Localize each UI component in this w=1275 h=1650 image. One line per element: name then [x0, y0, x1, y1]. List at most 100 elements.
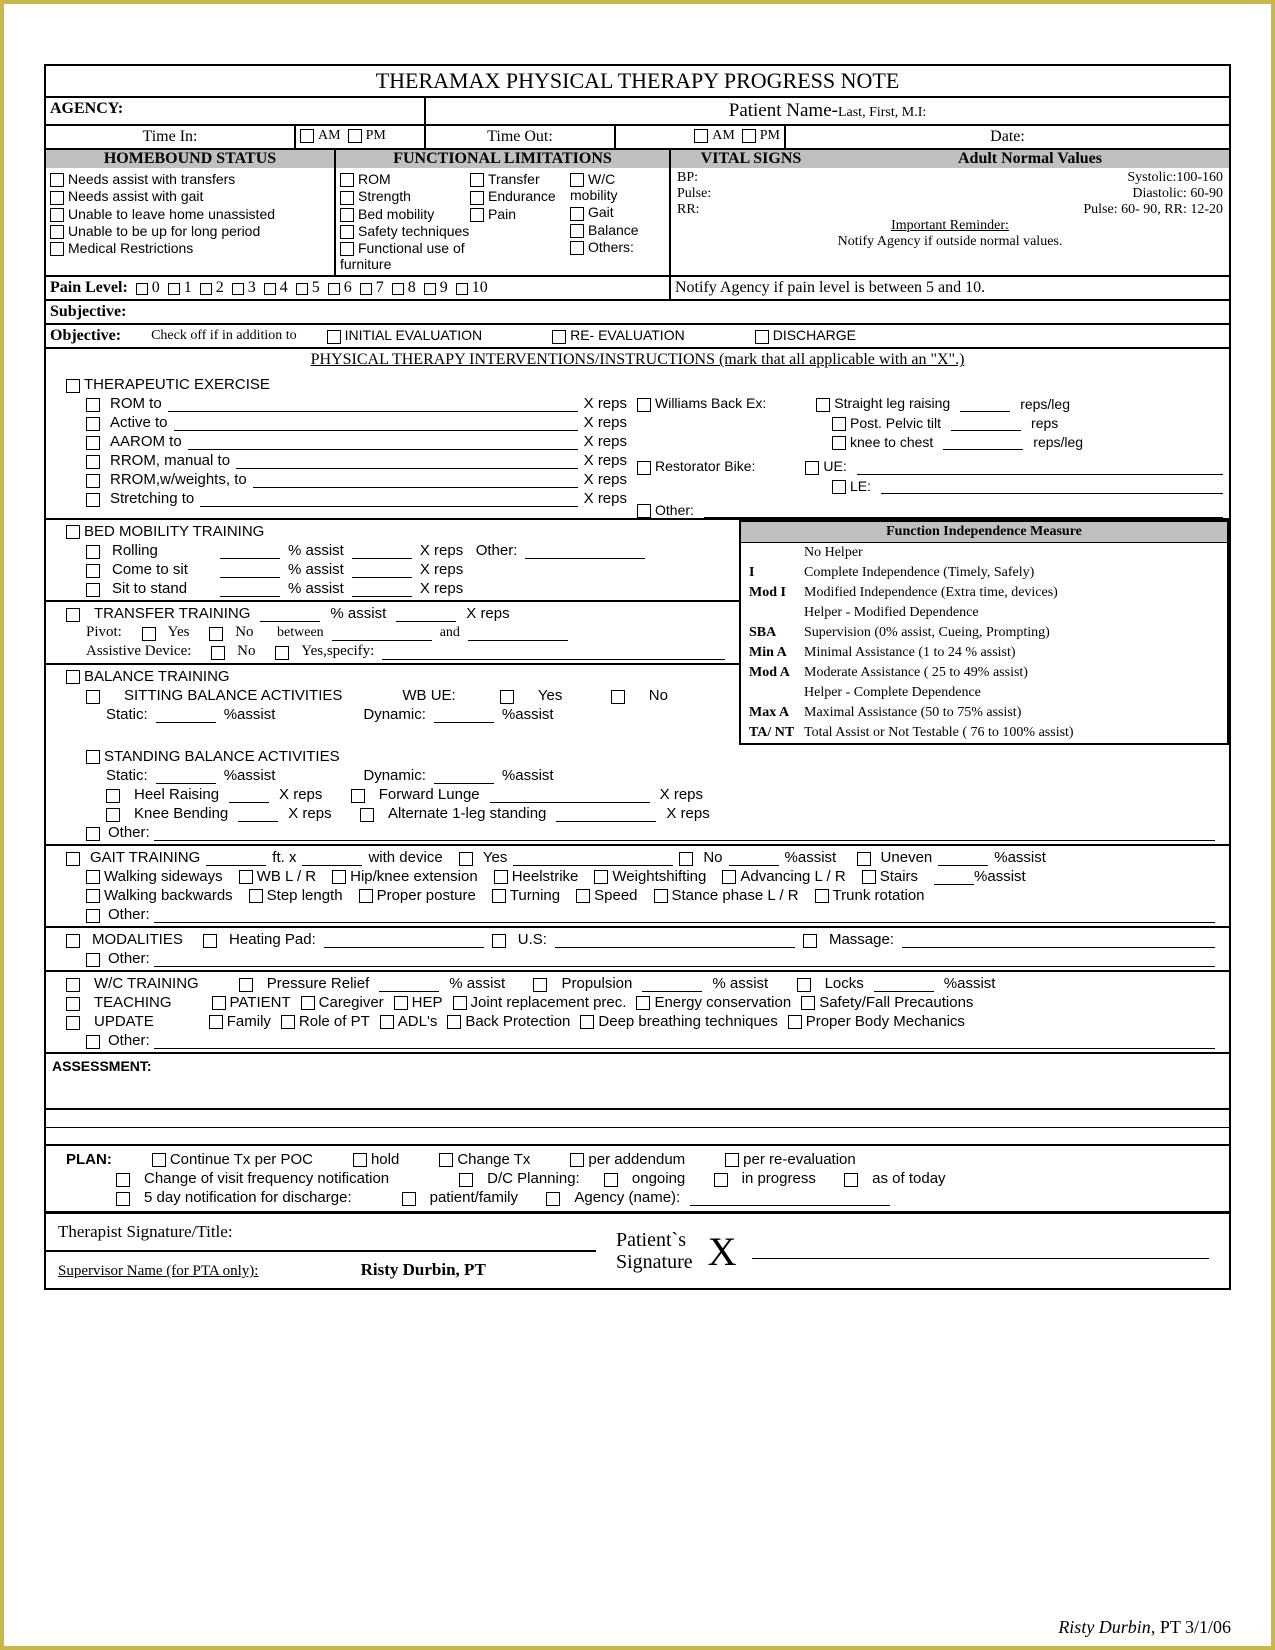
fim-row: SBASupervision (0% assist, Cueing, Promp…: [741, 623, 1227, 643]
gt-item[interactable]: Stairs: [862, 868, 918, 885]
pain-box[interactable]: 6: [328, 279, 360, 296]
pain-level[interactable]: Pain Level: 0 1 2 3 4 5 6 7 8 9 10: [46, 277, 671, 299]
gt-item[interactable]: Weightshifting: [594, 868, 706, 885]
te-item[interactable]: Active toX reps: [46, 413, 631, 432]
update-item[interactable]: Proper Body Mechanics: [788, 1013, 965, 1030]
fim-table: Function Independence Measure No HelperI…: [739, 520, 1229, 745]
time-in: Time In:: [46, 126, 296, 148]
update-item[interactable]: Deep breathing techniques: [580, 1013, 777, 1030]
te-item[interactable]: AAROM toX reps: [46, 432, 631, 451]
te-item[interactable]: Stretching toX reps: [46, 489, 631, 508]
pain-box[interactable]: 7: [360, 279, 392, 296]
gt-item[interactable]: Step length: [249, 887, 343, 904]
fim-row: Min AMinimal Assistance (1 to 24 % assis…: [741, 643, 1227, 663]
pain-box[interactable]: 2: [200, 279, 232, 296]
gt-item[interactable]: WB L / R: [239, 868, 316, 885]
pain-box[interactable]: 8: [392, 279, 424, 296]
teach-item[interactable]: PATIENT: [212, 994, 291, 1011]
update-item[interactable]: Back Protection: [447, 1013, 570, 1030]
fl-item[interactable]: Balance: [570, 222, 665, 238]
pain-box[interactable]: 0: [136, 279, 168, 296]
fim-row: TA/ NTTotal Assist or Not Testable ( 76 …: [741, 723, 1227, 743]
hb-item[interactable]: Needs assist with transfers: [50, 171, 330, 187]
fl-item[interactable]: ROM: [340, 171, 470, 187]
te-item[interactable]: RROM, manual toX reps: [46, 451, 631, 470]
gt-item[interactable]: Stance phase L / R: [654, 887, 799, 904]
fl-item[interactable]: Endurance: [470, 188, 570, 204]
bm-item[interactable]: Rolling% assistX reps Other:: [46, 541, 739, 560]
transfer-training[interactable]: TRANSFER TRAINING: [94, 605, 250, 622]
gt-item[interactable]: Hip/knee extension: [332, 868, 478, 885]
form-container: THERAMAX PHYSICAL THERAPY PROGRESS NOTE …: [44, 64, 1231, 1290]
hb-item[interactable]: Needs assist with gait: [50, 188, 330, 204]
plan-item[interactable]: per addendum: [570, 1151, 685, 1168]
pain-note: Notify Agency if pain level is between 5…: [671, 277, 1229, 299]
fl-item[interactable]: Others:: [570, 239, 665, 255]
gait-training[interactable]: GAIT TRAINING: [90, 849, 200, 866]
therapeutic-exercise[interactable]: THERAPEUTIC EXERCISE: [84, 376, 270, 393]
teaching[interactable]: TEACHING: [94, 994, 172, 1011]
modalities[interactable]: MODALITIES: [92, 931, 183, 948]
gt-item[interactable]: Walking backwards: [86, 887, 233, 904]
agency-label: AGENCY:: [46, 98, 426, 124]
fl-item[interactable]: W/C mobility: [570, 171, 665, 203]
pain-box[interactable]: 1: [168, 279, 200, 296]
pain-box[interactable]: 3: [232, 279, 264, 296]
plan-item[interactable]: Continue Tx per POC: [152, 1151, 313, 1168]
footer-credit: Risty Durbin, PT 3/1/06: [1058, 1617, 1231, 1638]
fim-row: IComplete Independence (Timely, Safely): [741, 563, 1227, 583]
update-item[interactable]: Role of PT: [281, 1013, 370, 1030]
teach-item[interactable]: Safety/Fall Precautions: [801, 994, 973, 1011]
fim-row: Mod AModerate Assistance ( 25 to 49% ass…: [741, 663, 1227, 683]
hb-item[interactable]: Unable to leave home unassisted: [50, 206, 330, 222]
gt-item[interactable]: Advancing L / R: [722, 868, 845, 885]
teach-item[interactable]: Energy conservation: [636, 994, 791, 1011]
hb-item[interactable]: Unable to be up for long period: [50, 223, 330, 239]
wc-training[interactable]: W/C TRAINING: [94, 975, 199, 992]
bm-item[interactable]: Come to sit% assistX reps: [46, 560, 739, 579]
gt-item[interactable]: Trunk rotation: [815, 887, 925, 904]
bed-mobility[interactable]: BED MOBILITY TRAINING: [84, 523, 264, 540]
update-item[interactable]: Family: [209, 1013, 271, 1030]
teach-item[interactable]: Caregiver: [301, 994, 384, 1011]
gt-item[interactable]: Proper posture: [359, 887, 476, 904]
fim-row: Mod IModified Independence (Extra time, …: [741, 583, 1227, 603]
plan-item[interactable]: hold: [353, 1151, 399, 1168]
plan-item[interactable]: Change Tx: [439, 1151, 530, 1168]
pain-box[interactable]: 5: [296, 279, 328, 296]
update[interactable]: UPDATE: [94, 1013, 154, 1030]
date-label: Date:: [786, 126, 1229, 148]
pain-box[interactable]: 4: [264, 279, 296, 296]
gt-item[interactable]: Turning: [492, 887, 560, 904]
pain-box[interactable]: 10: [456, 279, 496, 296]
teach-item[interactable]: Joint replacement prec.: [453, 994, 627, 1011]
fl-item[interactable]: Gait: [570, 204, 665, 220]
balance-training[interactable]: BALANCE TRAINING: [84, 668, 230, 685]
therapist-sig: Therapist Signature/Title:: [46, 1214, 596, 1252]
supervisor-row: Supervisor Name (for PTA only):Risty Dur…: [46, 1252, 596, 1288]
timeout-ampm[interactable]: AM PM: [616, 126, 786, 148]
fim-row: Helper - Complete Dependence: [741, 683, 1227, 703]
form-title: THERAMAX PHYSICAL THERAPY PROGRESS NOTE: [46, 66, 1229, 98]
gt-item[interactable]: Walking sideways: [86, 868, 223, 885]
col-vs: VITAL SIGNSAdult Normal Values BP:Systol…: [671, 150, 1229, 275]
hb-item[interactable]: Medical Restrictions: [50, 240, 330, 256]
pain-box[interactable]: 9: [424, 279, 456, 296]
gt-item[interactable]: Heelstrike: [494, 868, 579, 885]
fl-item[interactable]: Functional use of furniture: [340, 240, 470, 272]
interventions-title: PHYSICAL THERAPY INTERVENTIONS/INSTRUCTI…: [46, 349, 1229, 371]
teach-item[interactable]: HEP: [394, 994, 443, 1011]
bm-item[interactable]: Sit to stand% assistX reps: [46, 579, 739, 598]
te-item[interactable]: ROM toX reps: [46, 394, 631, 413]
fl-item[interactable]: Strength: [340, 188, 470, 204]
plan-item[interactable]: per re-evaluation: [725, 1151, 856, 1168]
fl-item[interactable]: Safety techniques: [340, 223, 470, 239]
fim-row: Helper - Modified Dependence: [741, 603, 1227, 623]
timein-ampm[interactable]: AM PM: [296, 126, 426, 148]
update-item[interactable]: ADL's: [380, 1013, 438, 1030]
fl-item[interactable]: Bed mobility: [340, 206, 470, 222]
fl-item[interactable]: Pain: [470, 206, 570, 222]
te-item[interactable]: RROM,w/weights, toX reps: [46, 470, 631, 489]
gt-item[interactable]: Speed: [576, 887, 637, 904]
fl-item[interactable]: Transfer: [470, 171, 570, 187]
